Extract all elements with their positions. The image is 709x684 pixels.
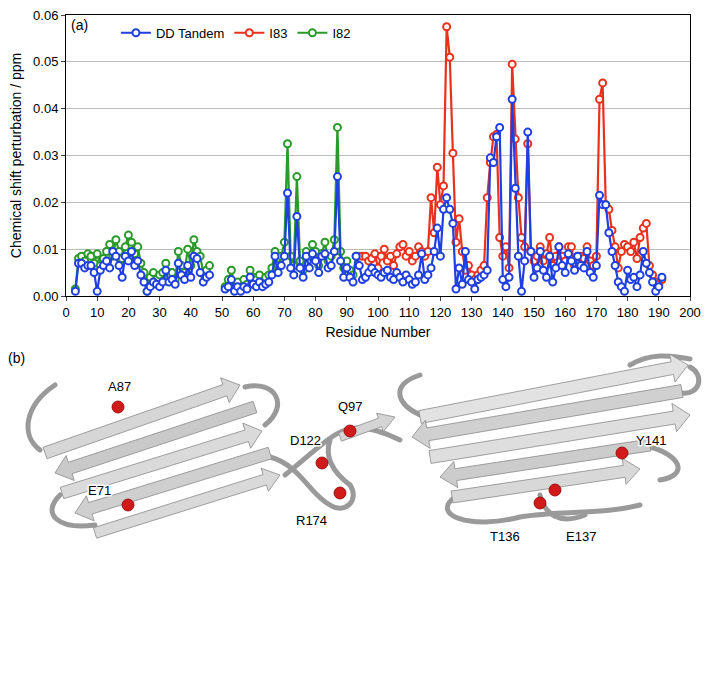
svg-text:50: 50 bbox=[215, 305, 229, 320]
svg-text:DD Tandem: DD Tandem bbox=[156, 26, 224, 41]
svg-text:160: 160 bbox=[554, 305, 576, 320]
svg-text:E71: E71 bbox=[88, 483, 111, 498]
svg-text:30: 30 bbox=[152, 305, 166, 320]
svg-text:R174: R174 bbox=[296, 513, 327, 528]
svg-text:0: 0 bbox=[62, 305, 69, 320]
svg-text:20: 20 bbox=[121, 305, 135, 320]
svg-text:130: 130 bbox=[461, 305, 483, 320]
svg-text:I82: I82 bbox=[332, 26, 350, 41]
svg-text:T136: T136 bbox=[490, 529, 520, 544]
svg-text:0.05: 0.05 bbox=[33, 54, 58, 69]
svg-text:60: 60 bbox=[246, 305, 260, 320]
svg-text:0.00: 0.00 bbox=[33, 289, 58, 304]
svg-text:D122: D122 bbox=[290, 433, 321, 448]
svg-text:0.02: 0.02 bbox=[33, 195, 58, 210]
svg-text:170: 170 bbox=[586, 305, 608, 320]
svg-text:A87: A87 bbox=[108, 379, 131, 394]
svg-text:40: 40 bbox=[184, 305, 198, 320]
svg-text:Residue Number: Residue Number bbox=[325, 324, 430, 340]
svg-text:190: 190 bbox=[648, 305, 670, 320]
svg-text:Chemical shift perturbation /: Chemical shift perturbation / ppm bbox=[8, 53, 24, 258]
svg-text:E137: E137 bbox=[566, 529, 596, 544]
svg-text:180: 180 bbox=[617, 305, 639, 320]
svg-text:Y141: Y141 bbox=[636, 433, 666, 448]
svg-text:80: 80 bbox=[308, 305, 322, 320]
svg-text:Q97: Q97 bbox=[338, 399, 363, 414]
svg-text:(b): (b) bbox=[8, 350, 25, 366]
svg-text:0.01: 0.01 bbox=[33, 242, 58, 257]
svg-text:100: 100 bbox=[367, 305, 389, 320]
svg-text:0.04: 0.04 bbox=[33, 101, 58, 116]
svg-text:0.06: 0.06 bbox=[33, 8, 58, 23]
svg-text:0.03: 0.03 bbox=[33, 148, 58, 163]
svg-text:90: 90 bbox=[340, 305, 354, 320]
svg-text:I83: I83 bbox=[269, 26, 287, 41]
svg-text:110: 110 bbox=[399, 305, 420, 320]
svg-text:200: 200 bbox=[679, 305, 701, 320]
svg-text:(a): (a) bbox=[71, 17, 88, 33]
svg-text:120: 120 bbox=[430, 305, 452, 320]
svg-text:10: 10 bbox=[90, 305, 104, 320]
svg-text:70: 70 bbox=[277, 305, 291, 320]
svg-text:150: 150 bbox=[523, 305, 545, 320]
svg-text:140: 140 bbox=[492, 305, 514, 320]
